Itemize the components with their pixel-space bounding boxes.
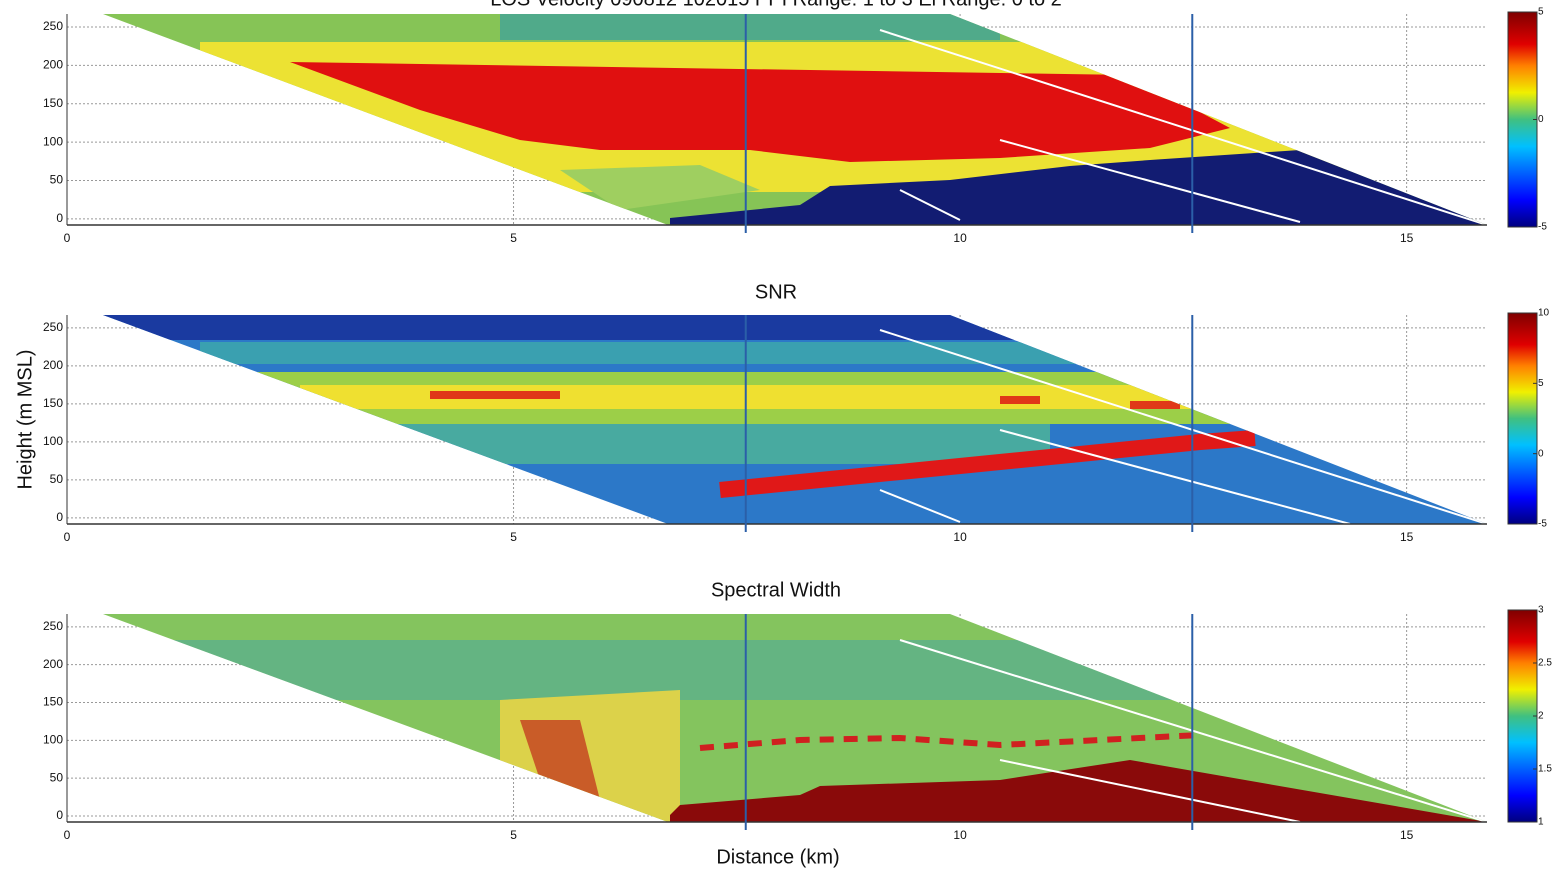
field — [103, 14, 1487, 225]
colorbar-tick-label: 1 — [1538, 817, 1544, 828]
colorbar-tick-label: 1.5 — [1538, 764, 1552, 775]
x-tick-label: 5 — [510, 231, 517, 245]
colorbar — [1507, 609, 1538, 823]
y-tick-label: 50 — [50, 770, 64, 784]
field-layer — [560, 165, 760, 210]
colorbar-tick-label: 5 — [1538, 378, 1544, 389]
x-tick-label: 0 — [64, 530, 71, 544]
field-layer — [430, 391, 1180, 409]
x-tick-label: 10 — [953, 828, 967, 842]
colorbar-tick-label: 3 — [1538, 605, 1544, 616]
field-layer — [500, 14, 1000, 40]
scan-artifact — [879, 29, 1487, 225]
x-tick-label: 5 — [510, 828, 517, 842]
field-layer — [290, 62, 1230, 162]
field — [103, 614, 1487, 822]
x-tick-label: 10 — [953, 231, 967, 245]
colorbar-tick-label: 2.5 — [1538, 658, 1552, 669]
field-layer — [699, 732, 1201, 751]
y-tick-label: 150 — [43, 96, 63, 110]
field-layer — [500, 690, 680, 822]
y-tick-label: 250 — [43, 619, 63, 633]
field-layer — [103, 315, 1060, 340]
x-tick-label: 15 — [1400, 828, 1414, 842]
x-axis-label: Distance (km) — [716, 846, 839, 868]
scan-artifact — [899, 639, 1487, 822]
y-tick-label: 250 — [43, 19, 63, 33]
y-tick-label: 150 — [43, 695, 63, 709]
scan-artifact — [879, 329, 1487, 524]
y-tick-label: 200 — [43, 358, 63, 372]
colorbar-tick-label: 0 — [1538, 448, 1544, 459]
x-tick-label: 15 — [1400, 231, 1414, 245]
y-tick-label: 200 — [43, 657, 63, 671]
x-tick-label: 0 — [64, 828, 71, 842]
y-tick-label: 200 — [43, 58, 63, 72]
colorbar-tick-label: -5 — [1538, 222, 1547, 233]
colorbar — [1507, 312, 1538, 525]
y-axis-label: Height (m MSL) — [14, 349, 36, 489]
colorbar-tick-label: 5 — [1538, 7, 1544, 18]
colorbar-tick-label: 10 — [1538, 308, 1550, 319]
x-tick-label: 10 — [953, 530, 967, 544]
y-tick-label: 50 — [50, 173, 64, 187]
colorbar-tick-label: -5 — [1538, 519, 1547, 530]
y-tick-label: 0 — [56, 808, 63, 822]
field-layer — [103, 640, 1300, 700]
y-tick-label: 250 — [43, 320, 63, 334]
x-tick-label: 15 — [1400, 530, 1414, 544]
y-tick-label: 0 — [56, 510, 63, 524]
colorbar-tick-label: 2 — [1538, 711, 1544, 722]
y-tick-label: 100 — [43, 134, 63, 148]
y-tick-label: 100 — [43, 732, 63, 746]
y-tick-label: 0 — [56, 211, 63, 225]
y-tick-label: 150 — [43, 396, 63, 410]
y-tick-label: 100 — [43, 434, 63, 448]
field-layer — [200, 342, 1100, 364]
colorbar — [1507, 11, 1538, 228]
field-layer — [670, 150, 1487, 225]
panel-title: Spectral Width — [711, 579, 841, 601]
field-layer — [670, 760, 1487, 822]
panel-title: SNR — [755, 281, 797, 303]
panel-title: LOS Velocity 090812 102015 PPI Range: 1 … — [490, 0, 1062, 10]
field-layer — [719, 430, 1256, 498]
x-tick-label: 0 — [64, 231, 71, 245]
x-tick-label: 5 — [510, 530, 517, 544]
y-tick-label: 50 — [50, 472, 64, 486]
colorbar-tick-label: 0 — [1538, 114, 1544, 125]
field — [103, 315, 1487, 524]
field-layer — [350, 424, 1050, 464]
